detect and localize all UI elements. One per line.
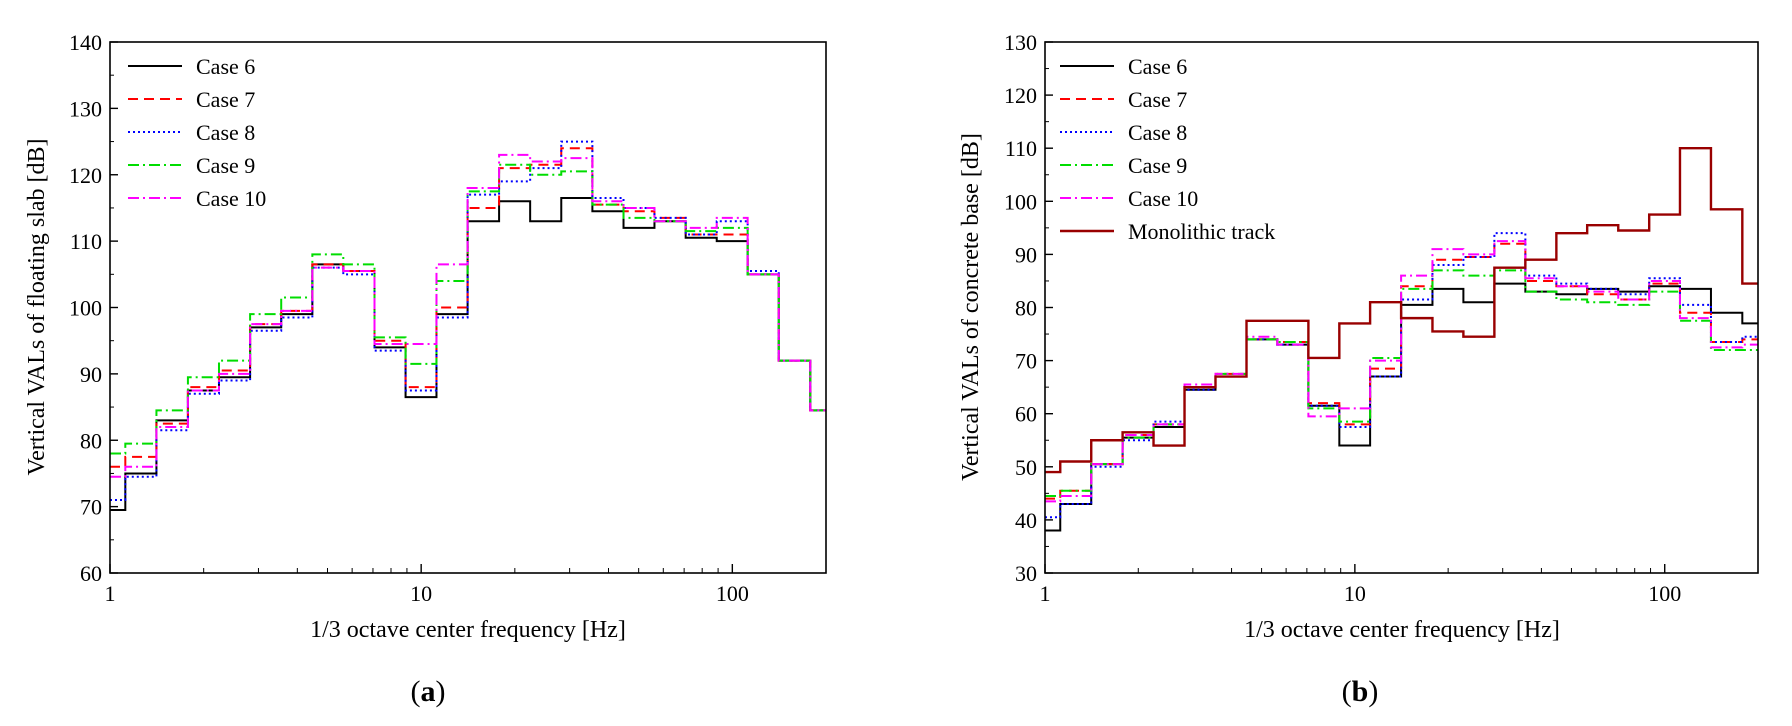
chart-b-legend-label-case-7: Case 7 [1128,87,1187,112]
chart-b-xlabel: 1/3 octave center frequency [Hz] [1244,617,1560,643]
chart-b-legend-label-case-10: Case 10 [1128,186,1198,211]
chart-b-legend-label-monolithic-track: Monolithic track [1128,219,1275,244]
chart-a-series-case-8 [110,140,826,501]
chart-a-panel-label: (a) [411,675,446,708]
chart-a-ylabel: Vertical VALs of floating slab [dB] [24,138,50,475]
chart-b-series-monolithic-track [1045,147,1758,474]
chart-b-ytick-label-100: 100 [1004,189,1037,214]
chart-b-ytick-label-40: 40 [1015,508,1037,533]
chart-a-xtick-label-10: 10 [410,581,432,606]
chart-b-ytick-label-30: 30 [1015,561,1037,586]
chart-b-ytick-label-50: 50 [1015,455,1037,480]
chart-a-series-case-7 [110,147,826,468]
chart-b-ytick-label-60: 60 [1015,402,1037,427]
chart-a-legend-label-case-10: Case 10 [196,186,266,211]
chart-b-xtick-label-100: 100 [1648,581,1681,606]
chart-b-legend-label-case-8: Case 8 [1128,120,1187,145]
chart-a-plot-frame [109,41,827,574]
chart-a-legend: Case 6 Case 7 Case 8 Case 9 Case 10 [128,54,266,211]
chart-a-legend-label-case-6: Case 6 [196,54,255,79]
chart-a-xlabel: 1/3 octave center frequency [Hz] [310,617,626,643]
chart-b-ytick-label-120: 120 [1004,83,1037,108]
chart-b-panel-label: (b) [1342,675,1379,708]
chart-b-ytick-label-90: 90 [1015,242,1037,267]
chart-a-ytick-label-110: 110 [70,229,102,254]
chart-b-legend-label-case-9: Case 9 [1128,153,1187,178]
chart-a-legend-label-case-7: Case 7 [196,87,255,112]
chart-b-xtick-label-10: 10 [1344,581,1366,606]
chart-b-ytick-label-130: 130 [1004,30,1037,55]
chart-a-ytick-label-100: 100 [69,296,102,321]
chart-b-legend-label-case-6: Case 6 [1128,54,1187,79]
chart-a-ytick-label-90: 90 [80,362,102,387]
chart-a-xtick-label-1: 1 [105,581,116,606]
chart-a-ytick-label-130: 130 [69,96,102,121]
chart-a-xtick-label-100: 100 [716,581,749,606]
chart-a-series [110,140,826,511]
chart-a-legend-label-case-8: Case 8 [196,120,255,145]
chart-a-ytick-label-120: 120 [69,163,102,188]
chart-b-ylabel: Vertical VALs of concrete base [dB] [958,133,984,481]
chart-a-series-case-10 [110,153,826,478]
chart-b-legend: Case 6 Case 7 Case 8 Case 9 Case 10 Monolithi… [1060,54,1275,244]
chart-a-ytick-label-70: 70 [80,495,102,520]
chart-b-series [1045,147,1758,532]
chart-a-series-case-9 [110,163,826,455]
chart-b-ytick-label-70: 70 [1015,349,1037,374]
chart-a-ytick-label-80: 80 [80,428,102,453]
chart-b-ytick-label-80: 80 [1015,296,1037,321]
chart-a-legend-label-case-9: Case 9 [196,153,255,178]
chart-b-ytick-label-110: 110 [1005,136,1037,161]
chart-a-ytick-label-140: 140 [69,30,102,55]
chart-b-plot-frame [1044,41,1759,574]
chart-a-ytick-label-60: 60 [80,561,102,586]
chart-b-xtick-label-1: 1 [1040,581,1051,606]
